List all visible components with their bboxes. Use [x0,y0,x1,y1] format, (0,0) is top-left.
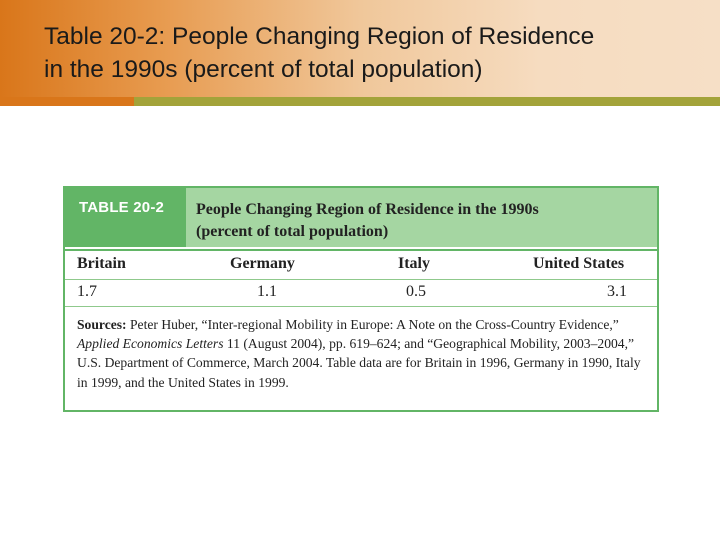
column-header-italy: Italy [398,255,430,272]
sources-journal: Applied Economics Letters [77,336,224,352]
table-column-headers: Britain Germany Italy United States [65,249,657,280]
value-italy: 0.5 [406,283,426,300]
sources-label: Sources: [77,317,127,332]
table-sources-note: Sources: Peter Huber, “Inter-regional Mo… [77,315,649,392]
data-table: TABLE 20-2 People Changing Region of Res… [63,186,659,412]
slide-header-band [0,0,720,106]
column-header-united-states: United States [533,255,625,272]
sources-text-b: 11 (August 2004), pp. 619–624; and “Geog… [77,336,641,390]
value-united-states: 3.1 [607,283,627,300]
slide-title: Table 20-2: People Changing Region of Re… [44,20,704,86]
sources-text-a: Peter Huber, “Inter-regional Mobility in… [126,317,619,332]
table-title-line-2: (percent of total population) [196,223,389,240]
table-title: People Changing Region of Residence in t… [196,199,646,243]
table-number-text: TABLE 20-2 [79,199,165,216]
table-header: TABLE 20-2 People Changing Region of Res… [65,188,657,247]
value-germany: 1.1 [257,283,277,300]
slide-title-line-2: in the 1990s (percent of total populatio… [44,56,483,83]
table-number-label: TABLE 20-2 [65,188,186,247]
header-rule-olive [134,97,720,106]
column-header-germany: Germany [230,255,295,272]
column-header-britain: Britain [77,255,126,272]
slide-title-line-1: Table 20-2: People Changing Region of Re… [44,23,595,50]
header-rule-orange [0,97,134,106]
table-row: 1.7 1.1 0.5 3.1 [65,279,657,307]
table-title-line-1: People Changing Region of Residence in t… [196,201,539,218]
value-britain: 1.7 [77,283,97,300]
